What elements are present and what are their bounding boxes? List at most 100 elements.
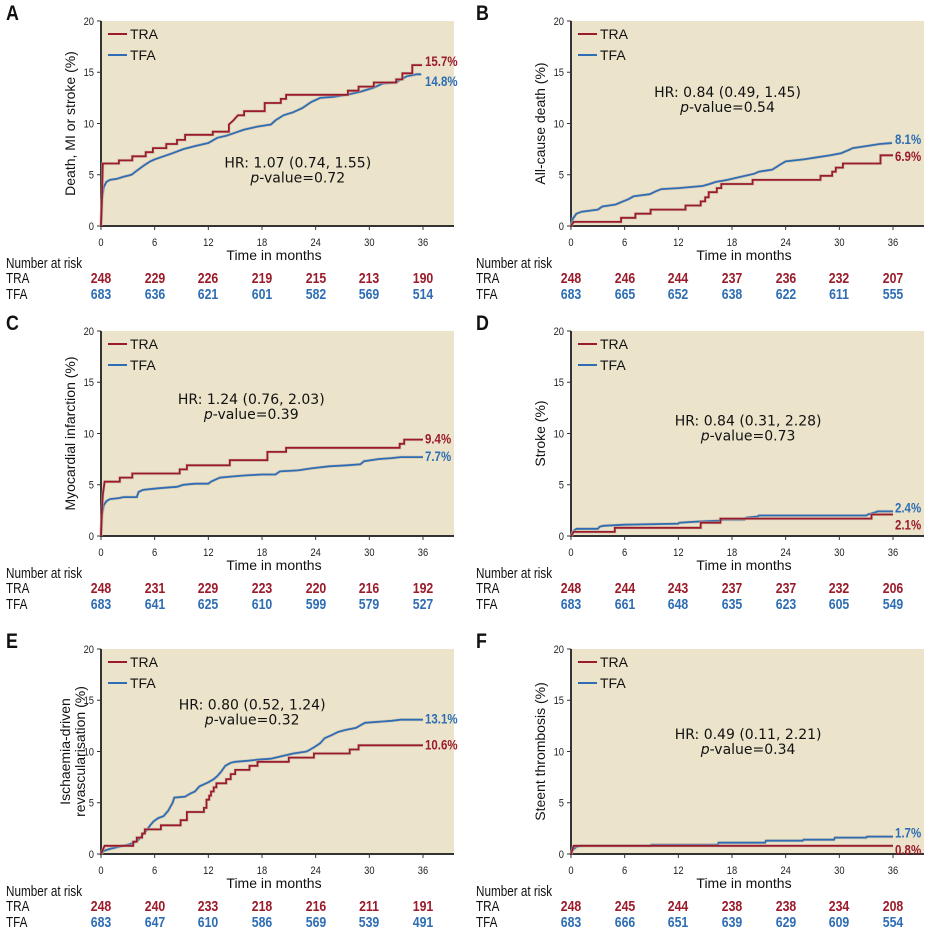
risk-count-tra: 216 (359, 580, 380, 597)
legend-label-tra: TRA (600, 26, 629, 42)
x-tick-label: 6 (152, 547, 157, 559)
risk-count-tfa: 636 (144, 286, 165, 303)
p-italic: p (700, 428, 710, 444)
legend-label-tra: TRA (130, 654, 159, 670)
risk-count-tra: 231 (144, 580, 165, 597)
km-panel-b: B 0 5 10 15 20 0 6 12 18 24 30 36 Time in months All-c… (470, 0, 933, 318)
p-italic: p (204, 712, 214, 728)
km-panel-a: A 0 5 10 15 20 0 6 12 18 24 30 36 Time in months Death… (0, 0, 466, 318)
x-axis-label: Time in months (226, 557, 321, 573)
risk-count-tra: 237 (775, 580, 796, 597)
risk-count-tfa: 605 (829, 596, 850, 613)
y-tick-label: 0 (559, 849, 564, 861)
risk-count-tfa: 582 (305, 286, 326, 303)
risk-count-tra: 229 (144, 270, 165, 287)
end-label-tra: 2.1% (895, 516, 922, 532)
legend-label-tra: TRA (600, 654, 629, 670)
hazard-ratio-label: HR: 0.80 (0.52, 1.24) (179, 697, 326, 713)
x-tick-label: 0 (568, 547, 573, 559)
x-axis-label: Time in months (226, 247, 321, 263)
risk-count-tra: 233 (198, 898, 219, 915)
p-value-label: p-value=0.73 (700, 428, 796, 444)
risk-count-tra: 232 (829, 270, 850, 287)
risk-count-tfa: 647 (144, 914, 165, 931)
end-label-tra: 0.8% (895, 841, 922, 857)
risk-count-tra: 244 (668, 270, 689, 287)
x-tick-label: 36 (888, 237, 899, 249)
risk-count-tra: 206 (882, 580, 904, 597)
risk-count-tra: 248 (90, 898, 112, 915)
risk-count-tfa: 527 (412, 596, 434, 613)
x-tick-label: 24 (310, 237, 321, 249)
hazard-ratio-label: HR: 1.07 (0.74, 1.55) (224, 156, 371, 172)
risk-count-tra: 246 (614, 270, 635, 287)
risk-count-tfa: 683 (90, 914, 112, 931)
risk-count-tra: 192 (412, 580, 434, 597)
risk-count-tfa: 609 (829, 914, 850, 931)
y-tick-label: 15 (554, 68, 565, 80)
km-panel-c: C 0 5 10 15 20 0 6 12 18 24 30 36 Time in months Myoca… (0, 310, 466, 628)
end-label-tfa: 1.7% (895, 824, 922, 840)
risk-count-tfa: 638 (721, 286, 743, 303)
p-value-label: p-value=0.34 (700, 742, 796, 758)
x-axis-label: Time in months (226, 875, 321, 891)
x-tick-label: 18 (727, 237, 738, 249)
risk-count-tfa: 652 (668, 286, 689, 303)
risk-count-tra: 234 (829, 898, 850, 915)
risk-count-tfa: 611 (829, 286, 850, 303)
risk-count-tra: 229 (198, 580, 219, 597)
risk-count-tfa: 579 (359, 596, 380, 613)
km-panel-f: F 0 5 10 15 20 0 6 12 18 24 30 36 Time in months Steen… (470, 628, 933, 946)
risk-count-tfa: 601 (251, 286, 273, 303)
risk-table-title: Number at risk (6, 565, 83, 582)
x-tick-label: 30 (364, 237, 375, 249)
risk-count-tfa: 639 (721, 914, 743, 931)
panel-letter: E (6, 630, 18, 653)
x-tick-label: 24 (780, 547, 791, 559)
end-label-tra: 10.6% (425, 736, 458, 752)
plot-background (101, 649, 454, 854)
km-plot: 0 5 10 15 20 0 6 12 18 24 30 36 Time in months All-ca… (532, 16, 924, 263)
risk-count-tra: 238 (775, 898, 796, 915)
risk-row-label-tfa: TFA (476, 914, 498, 931)
x-tick-label: 18 (727, 547, 738, 559)
x-tick-label: 36 (888, 865, 899, 877)
series-line-tfa (570, 142, 893, 227)
p-italic: p (679, 100, 689, 116)
risk-count-tfa: 610 (251, 596, 273, 613)
risk-count-tra: 248 (90, 580, 112, 597)
risk-table-title: Number at risk (476, 255, 553, 272)
risk-count-tfa: 610 (198, 914, 219, 931)
risk-count-tra: 220 (305, 580, 326, 597)
risk-count-tra: 207 (882, 270, 904, 287)
legend-label-tra: TRA (130, 336, 159, 352)
y-axis-label: Myocardial infarction (%) (62, 356, 78, 510)
x-tick-label: 12 (203, 237, 214, 249)
y-axis-label: All-cause death (%) (532, 62, 548, 184)
risk-count-tra: 208 (882, 898, 904, 915)
risk-row-label-tra: TRA (476, 898, 500, 915)
x-tick-label: 24 (310, 865, 321, 877)
panel-letter: D (476, 312, 489, 335)
y-tick-label: 15 (84, 696, 95, 708)
y-tick-label: 10 (84, 119, 95, 131)
plot-background (571, 331, 924, 536)
x-tick-label: 30 (364, 865, 375, 877)
risk-count-tfa: 665 (614, 286, 635, 303)
x-tick-label: 36 (418, 865, 429, 877)
legend-label-tra: TRA (600, 336, 629, 352)
plot-background (101, 21, 454, 226)
km-plot: 0 5 10 15 20 0 6 12 18 24 30 36 Time in months Steent… (532, 644, 924, 891)
series-line-tfa (100, 456, 423, 537)
p-value-text: -value=0.32 (214, 712, 300, 728)
risk-count-tfa: 514 (412, 286, 434, 303)
risk-table-title: Number at risk (476, 883, 553, 900)
risk-count-tfa: 661 (614, 596, 635, 613)
risk-count-tra: 219 (251, 270, 273, 287)
y-tick-label: 10 (554, 429, 565, 441)
x-axis-label: Time in months (696, 557, 791, 573)
x-tick-label: 12 (673, 237, 684, 249)
p-value-text: -value=0.72 (259, 171, 345, 187)
risk-table-title: Number at risk (6, 883, 83, 900)
x-tick-label: 6 (622, 237, 627, 249)
